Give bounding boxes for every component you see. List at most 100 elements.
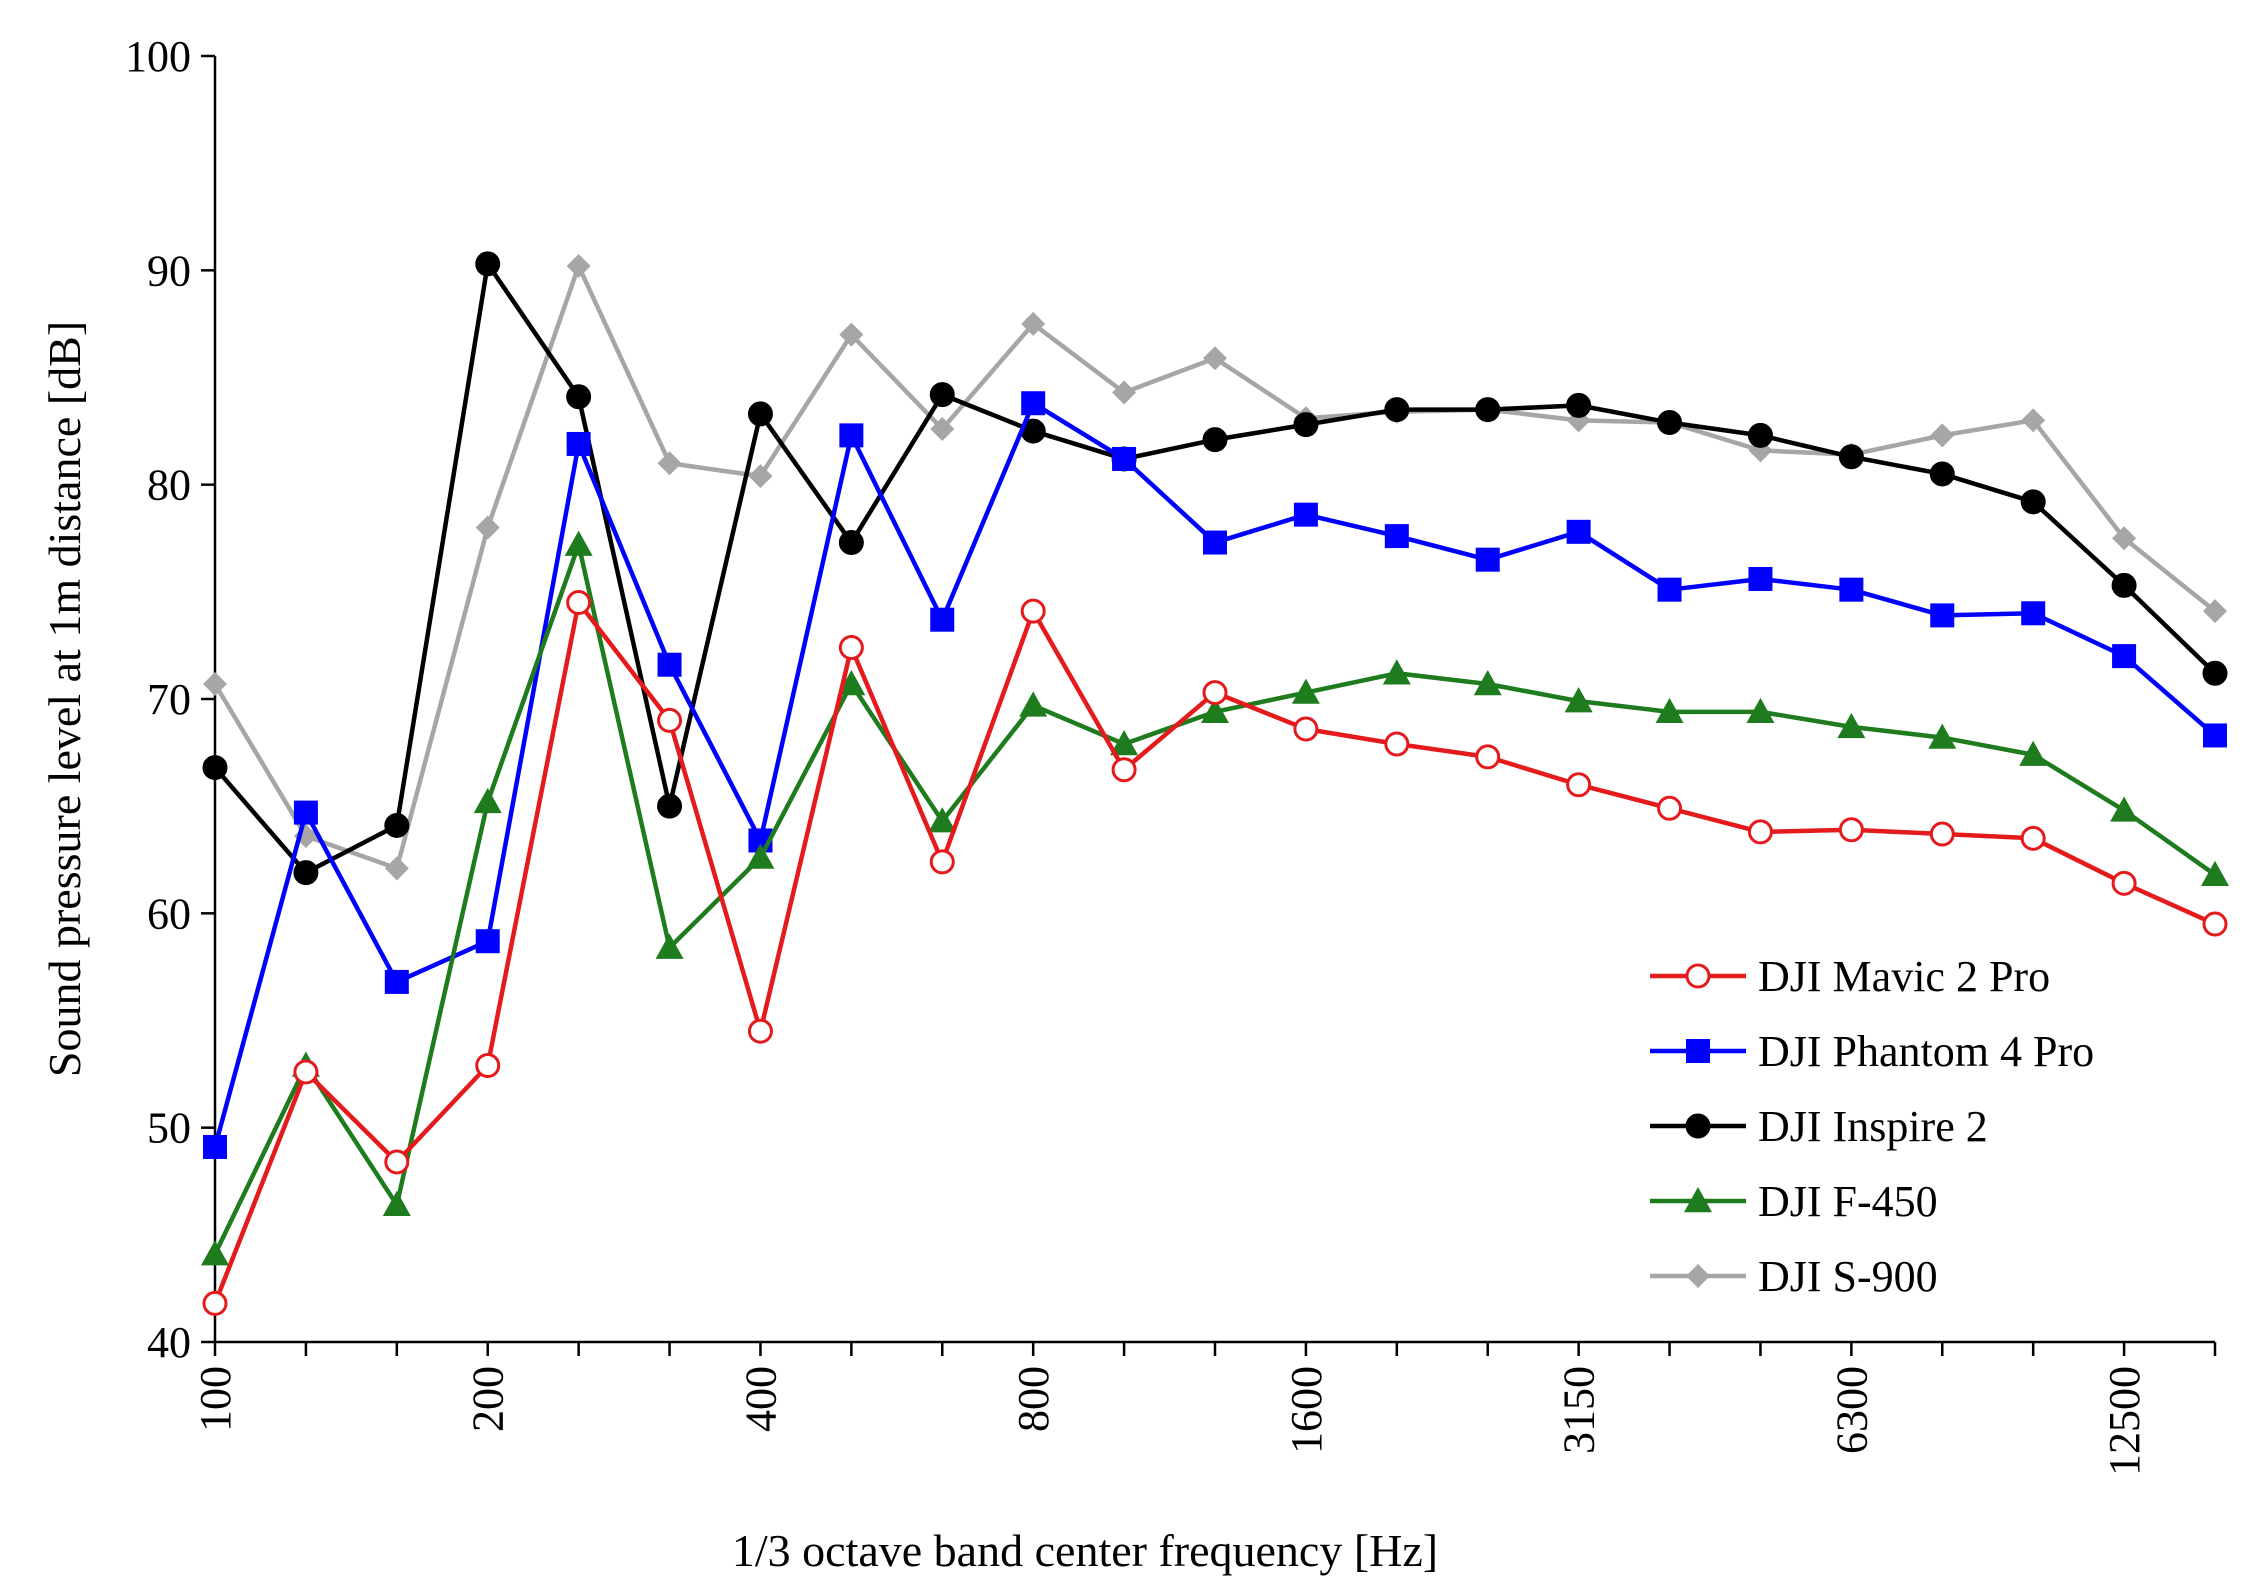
- data-point-dji-mavic-2-pro: [1384, 731, 1410, 757]
- data-point-dji-phantom-4-pro: [657, 652, 682, 677]
- legend-label: DJI F-450: [1758, 1177, 1938, 1226]
- legend-marker: [1686, 1039, 1710, 1063]
- data-point-dji-f-450: [201, 1240, 229, 1266]
- data-point-dji-f-450: [564, 530, 593, 556]
- data-point-dji-f-450: [1655, 697, 1684, 724]
- data-point-dji-s-900: [930, 416, 955, 441]
- legend-item-dji-phantom-4-pro: DJI Phantom 4 Pro: [1650, 1027, 2094, 1076]
- data-point-dji-inspire-2: [475, 251, 501, 277]
- data-point-dji-phantom-4-pro: [1112, 446, 1137, 471]
- data-point-dji-inspire-2: [1566, 392, 1592, 418]
- data-point-dji-mavic-2-pro: [566, 590, 592, 616]
- legend-label: DJI Inspire 2: [1758, 1102, 1988, 1151]
- data-point-dji-f-450: [1291, 678, 1320, 704]
- y-tick-label: 50: [147, 1104, 191, 1153]
- data-point-dji-f-450: [473, 787, 502, 814]
- x-axis-title: 1/3 octave band center frequency [Hz]: [732, 1525, 1438, 1576]
- data-point-dji-phantom-4-pro: [203, 1134, 227, 1159]
- data-point-dji-s-900: [203, 671, 227, 696]
- data-point-dji-phantom-4-pro: [1930, 603, 1955, 628]
- data-point-dji-mavic-2-pro: [1929, 821, 1955, 847]
- data-point-dji-inspire-2: [2202, 660, 2228, 686]
- data-point-dji-inspire-2: [1293, 412, 1319, 438]
- data-point-dji-s-900: [2112, 526, 2137, 551]
- x-tick-label: 400: [736, 1366, 785, 1432]
- data-point-dji-phantom-4-pro: [930, 607, 955, 632]
- x-tick-label: 200: [464, 1366, 513, 1432]
- data-point-dji-phantom-4-pro: [566, 431, 591, 456]
- x-tick-label: 3150: [1555, 1366, 1604, 1454]
- data-point-dji-phantom-4-pro: [1475, 547, 1500, 572]
- data-point-dji-phantom-4-pro: [1839, 577, 1864, 602]
- data-point-dji-inspire-2: [747, 401, 773, 427]
- data-point-dji-mavic-2-pro: [202, 1290, 228, 1316]
- data-point-dji-inspire-2: [1838, 444, 1864, 470]
- data-point-dji-mavic-2-pro: [1202, 680, 1228, 706]
- data-point-dji-s-900: [657, 451, 682, 476]
- data-point-dji-f-450: [2201, 860, 2229, 886]
- data-point-dji-inspire-2: [2020, 489, 2046, 515]
- data-point-dji-mavic-2-pro: [1293, 716, 1319, 742]
- data-point-dji-inspire-2: [1384, 397, 1410, 423]
- data-point-dji-f-450: [928, 807, 957, 833]
- data-point-dji-f-450: [1473, 669, 1502, 696]
- x-tick-label: 800: [1009, 1366, 1058, 1432]
- data-point-dji-f-450: [837, 669, 866, 696]
- data-point-dji-phantom-4-pro: [293, 800, 318, 825]
- data-point-dji-s-900: [2203, 599, 2227, 624]
- data-point-dji-phantom-4-pro: [2203, 723, 2227, 748]
- data-point-dji-f-450: [1746, 697, 1775, 724]
- data-point-dji-f-450: [1110, 730, 1139, 756]
- data-point-dji-s-900: [1203, 346, 1227, 371]
- data-point-dji-phantom-4-pro: [1293, 502, 1318, 527]
- series-dji-mavic-2-pro: [202, 590, 2228, 1316]
- data-point-dji-f-450: [2110, 796, 2139, 822]
- data-point-dji-s-900: [1112, 380, 1137, 405]
- data-point-dji-mavic-2-pro: [747, 1018, 773, 1044]
- legend-marker: [1685, 963, 1711, 989]
- y-axis-title: Sound pressure level at 1m distance [dB]: [39, 321, 90, 1077]
- data-point-dji-mavic-2-pro: [293, 1059, 319, 1085]
- data-point-dji-phantom-4-pro: [1021, 391, 1046, 416]
- data-point-dji-mavic-2-pro: [1111, 757, 1137, 783]
- series-dji-phantom-4-pro: [203, 391, 2227, 1159]
- data-point-dji-s-900: [2021, 408, 2046, 433]
- data-point-dji-f-450: [1928, 723, 1957, 749]
- legend-marker: [1686, 1264, 1710, 1288]
- data-point-dji-mavic-2-pro: [2202, 911, 2228, 937]
- data-point-dji-s-900: [384, 856, 409, 881]
- y-tick-label: 60: [147, 889, 191, 938]
- data-point-dji-f-450: [1382, 659, 1411, 685]
- data-point-dji-mavic-2-pro: [1747, 819, 1773, 845]
- data-point-dji-inspire-2: [838, 530, 864, 556]
- y-tick-label: 40: [147, 1318, 191, 1367]
- x-axis-ticks: 100 200 400 800 1600 3150 6300 12500: [191, 1342, 2217, 1476]
- data-point-dji-inspire-2: [1747, 422, 1773, 448]
- data-point-dji-phantom-4-pro: [384, 969, 409, 994]
- series-dji-s-900: [203, 254, 2227, 881]
- data-point-dji-inspire-2: [1475, 397, 1501, 423]
- data-point-dji-s-900: [748, 464, 773, 489]
- data-point-dji-s-900: [566, 254, 591, 279]
- data-point-dji-mavic-2-pro: [657, 707, 683, 733]
- data-point-dji-mavic-2-pro: [1020, 598, 1046, 624]
- data-point-dji-mavic-2-pro: [929, 849, 955, 875]
- data-point-dji-phantom-4-pro: [1657, 577, 1682, 602]
- chart-legend: DJI Mavic 2 Pro DJI Phantom 4 Pro DJI Insp…: [1650, 952, 2094, 1301]
- series-dji-f-450: [201, 530, 2229, 1266]
- data-point-dji-mavic-2-pro: [2111, 870, 2137, 896]
- x-tick-label: 12500: [2100, 1366, 2149, 1476]
- data-point-dji-inspire-2: [1657, 410, 1683, 436]
- series-layer: [201, 251, 2229, 1316]
- x-tick-label: 1600: [1282, 1366, 1331, 1454]
- data-point-dji-f-450: [2019, 740, 2048, 766]
- data-point-dji-phantom-4-pro: [1566, 519, 1591, 544]
- data-point-dji-phantom-4-pro: [1203, 530, 1227, 555]
- legend-label: DJI Mavic 2 Pro: [1758, 952, 2050, 1001]
- legend-item-dji-mavic-2-pro: DJI Mavic 2 Pro: [1650, 952, 2050, 1001]
- data-point-dji-f-450: [746, 843, 775, 869]
- data-point-dji-mavic-2-pro: [1838, 817, 1864, 843]
- legend-marker: [1684, 1187, 1712, 1213]
- legend-item-dji-f-450: DJI F-450: [1650, 1177, 1938, 1226]
- data-point-dji-phantom-4-pro: [839, 423, 864, 448]
